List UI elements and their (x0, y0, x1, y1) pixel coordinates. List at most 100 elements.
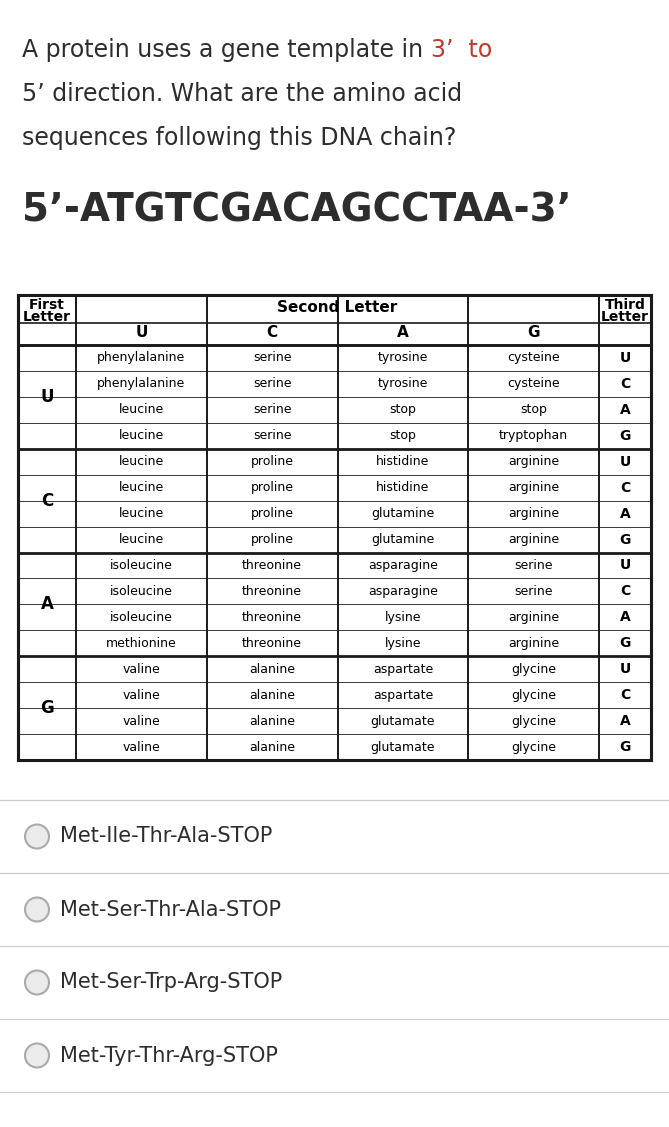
Text: A: A (619, 507, 630, 521)
Circle shape (25, 897, 49, 922)
Text: arginine: arginine (508, 507, 559, 520)
Text: glycine: glycine (511, 740, 556, 754)
Text: 5’-ATGTCGACAGCCTAA-3’: 5’-ATGTCGACAGCCTAA-3’ (22, 192, 571, 230)
Text: C: C (41, 491, 53, 509)
Text: leucine: leucine (119, 455, 164, 468)
Text: valine: valine (122, 689, 161, 702)
Text: isoleucine: isoleucine (110, 559, 173, 573)
Text: G: G (40, 699, 54, 717)
Text: alanine: alanine (249, 689, 295, 702)
Text: alanine: alanine (249, 715, 295, 728)
Text: 3’  to: 3’ to (431, 38, 492, 62)
Text: tryptophan: tryptophan (499, 429, 568, 442)
Text: arginine: arginine (508, 637, 559, 650)
Text: valine: valine (122, 663, 161, 676)
Text: isoleucine: isoleucine (110, 611, 173, 624)
Text: glutamine: glutamine (371, 507, 434, 520)
Text: proline: proline (251, 507, 294, 520)
Text: histidine: histidine (376, 481, 429, 494)
Text: tyrosine: tyrosine (378, 378, 428, 390)
Text: U: U (619, 350, 631, 365)
Text: leucine: leucine (119, 533, 164, 545)
Text: Met-Ser-Thr-Ala-STOP: Met-Ser-Thr-Ala-STOP (60, 899, 281, 920)
Text: G: G (619, 740, 631, 754)
Text: tyrosine: tyrosine (378, 352, 428, 364)
Text: U: U (135, 325, 148, 340)
Text: serine: serine (514, 585, 553, 598)
Text: Letter: Letter (23, 310, 71, 323)
Text: C: C (620, 689, 630, 702)
Text: U: U (619, 454, 631, 469)
Circle shape (25, 1044, 49, 1067)
Text: sequences following this DNA chain?: sequences following this DNA chain? (22, 126, 456, 150)
Text: lysine: lysine (385, 637, 421, 650)
Text: Met-Ser-Trp-Arg-STOP: Met-Ser-Trp-Arg-STOP (60, 973, 282, 993)
Text: asparagine: asparagine (368, 559, 438, 573)
Text: stop: stop (389, 403, 416, 416)
Text: serine: serine (253, 378, 292, 390)
Text: glycine: glycine (511, 663, 556, 676)
Text: leucine: leucine (119, 507, 164, 520)
Text: A: A (41, 595, 54, 613)
Text: aspartate: aspartate (373, 689, 433, 702)
Text: glycine: glycine (511, 689, 556, 702)
Text: C: C (266, 325, 278, 340)
Text: cysteine: cysteine (507, 378, 560, 390)
Text: arginine: arginine (508, 455, 559, 468)
Text: U: U (619, 663, 631, 676)
Circle shape (25, 825, 49, 849)
Text: phenylalanine: phenylalanine (97, 378, 185, 390)
Bar (18, 295, 651, 760)
Text: alanine: alanine (249, 740, 295, 754)
Text: phenylalanine: phenylalanine (97, 352, 185, 364)
Text: alanine: alanine (249, 663, 295, 676)
Text: First: First (29, 298, 65, 312)
Text: U: U (40, 388, 54, 406)
Text: threonine: threonine (242, 637, 302, 650)
Text: C: C (620, 480, 630, 495)
Text: methionine: methionine (106, 637, 177, 650)
Text: Second Letter: Second Letter (278, 300, 397, 316)
Text: serine: serine (253, 352, 292, 364)
Text: serine: serine (253, 429, 292, 442)
Text: leucine: leucine (119, 403, 164, 416)
Text: G: G (619, 428, 631, 443)
Text: valine: valine (122, 740, 161, 754)
Text: stop: stop (389, 429, 416, 442)
Text: threonine: threonine (242, 559, 302, 573)
Text: asparagine: asparagine (368, 585, 438, 598)
Text: arginine: arginine (508, 533, 559, 545)
Text: arginine: arginine (508, 611, 559, 624)
Text: lysine: lysine (385, 611, 421, 624)
Text: serine: serine (514, 559, 553, 573)
Text: Met-Tyr-Thr-Arg-STOP: Met-Tyr-Thr-Arg-STOP (60, 1046, 278, 1065)
Text: Third: Third (605, 298, 646, 312)
Text: glutamine: glutamine (371, 533, 434, 545)
Text: threonine: threonine (242, 585, 302, 598)
Text: G: G (619, 533, 631, 547)
Text: A: A (619, 402, 630, 417)
Text: valine: valine (122, 715, 161, 728)
Text: A: A (397, 325, 409, 340)
Text: proline: proline (251, 481, 294, 494)
Text: Letter: Letter (601, 310, 649, 323)
Text: C: C (620, 376, 630, 391)
Text: serine: serine (253, 403, 292, 416)
Text: proline: proline (251, 455, 294, 468)
Text: G: G (619, 637, 631, 650)
Text: 5’ direction. What are the amino acid: 5’ direction. What are the amino acid (22, 82, 462, 106)
Circle shape (25, 970, 49, 994)
Text: histidine: histidine (376, 455, 429, 468)
Text: arginine: arginine (508, 481, 559, 494)
Text: A protein uses a gene template in: A protein uses a gene template in (22, 38, 431, 62)
Text: stop: stop (520, 403, 547, 416)
Text: Met-Ile-Thr-Ala-STOP: Met-Ile-Thr-Ala-STOP (60, 826, 272, 846)
Text: glutamate: glutamate (371, 740, 435, 754)
Text: U: U (619, 559, 631, 573)
Text: glutamate: glutamate (371, 715, 435, 728)
Text: A: A (619, 715, 630, 728)
Text: C: C (620, 585, 630, 598)
Text: isoleucine: isoleucine (110, 585, 173, 598)
Text: leucine: leucine (119, 481, 164, 494)
Text: leucine: leucine (119, 429, 164, 442)
